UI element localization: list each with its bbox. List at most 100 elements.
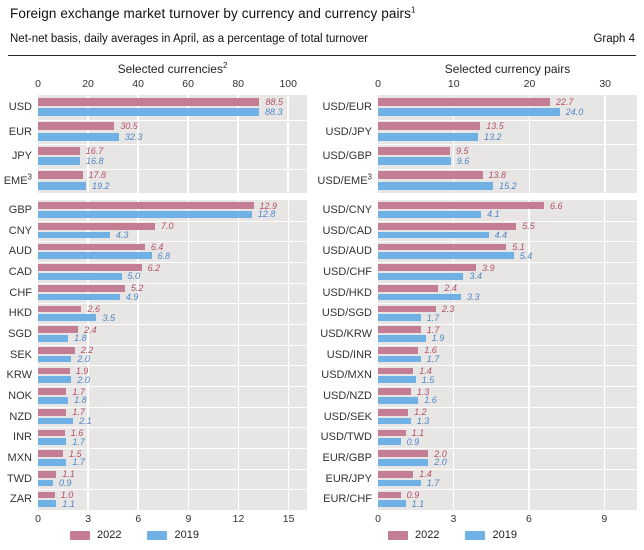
category-label: USD/EUR xyxy=(322,101,372,113)
title-footnote-marker: 1 xyxy=(410,5,416,15)
bar-2022 xyxy=(378,388,411,396)
page-subtitle: Net-net basis, daily averages in April, … xyxy=(10,33,368,45)
category-label: USD/GBP xyxy=(322,150,372,162)
bar-2019 xyxy=(378,335,426,342)
bar-2022 xyxy=(38,429,65,437)
category-label: ZAR xyxy=(10,493,32,506)
page-title-text: Foreign exchange market turnover by curr… xyxy=(10,6,411,21)
row-separator xyxy=(38,241,307,243)
category-label: TWD xyxy=(6,472,32,485)
value-label-2019: 1.8 xyxy=(74,395,87,406)
value-label-2022: 9.5 xyxy=(455,145,469,156)
value-label-2019: 1.1 xyxy=(62,498,75,509)
bar-2019 xyxy=(378,157,451,166)
axis-tick-label: 9 xyxy=(601,513,608,525)
row-separator xyxy=(38,282,307,284)
panel-title-p2: Selected currency pairs xyxy=(444,62,571,76)
bar-2019 xyxy=(38,355,72,363)
legend-label-2022: 2022 xyxy=(97,529,122,541)
value-label-2022: 2.0 xyxy=(434,448,447,459)
bar-2022 xyxy=(378,491,401,499)
value-label-2022: 2.6 xyxy=(87,304,100,315)
row-separator xyxy=(38,489,307,491)
bar-2022 xyxy=(38,223,155,230)
row-separator xyxy=(38,344,307,346)
axis-tick-label: 30 xyxy=(599,78,612,90)
legend-item-2022: 2022 xyxy=(70,529,121,541)
panel-title-p1: Selected currencies2 xyxy=(117,61,228,77)
row-separator xyxy=(378,406,637,408)
value-label-2022: 1.0 xyxy=(60,490,74,501)
value-label-2019: 1.1 xyxy=(411,498,425,509)
bar-2019 xyxy=(38,132,119,141)
value-label-2022: 22.7 xyxy=(555,96,574,107)
category-label: USD/SEK xyxy=(323,410,372,423)
row-separator xyxy=(378,468,637,470)
value-label-2022: 5.5 xyxy=(522,221,535,232)
category-label: USD/SGD xyxy=(321,307,372,320)
value-label-2022: 12.9 xyxy=(259,200,278,211)
value-label-2019: 2.0 xyxy=(77,354,90,365)
axis-tick-label: 3 xyxy=(450,513,457,525)
axis-tick-label: 20 xyxy=(523,78,536,90)
row-separator xyxy=(378,386,637,387)
value-label-2022: 1.7 xyxy=(426,324,440,335)
legend-swatch-2019 xyxy=(465,530,486,540)
axis-tick-label: 60 xyxy=(182,78,194,90)
category-label: SEK xyxy=(9,348,32,361)
value-label-2022: 7.0 xyxy=(160,221,174,232)
value-label-2022: 5.2 xyxy=(130,283,144,294)
row-separator xyxy=(378,144,637,145)
row-separator xyxy=(378,168,637,170)
value-label-2019: 1.5 xyxy=(421,374,435,385)
category-label: USD/HKD xyxy=(322,286,372,299)
axis-tick-label: 80 xyxy=(232,78,245,90)
bar-2019 xyxy=(38,438,67,446)
category-label: USD/EME3 xyxy=(317,171,372,187)
row-separator xyxy=(38,427,307,429)
row-separator xyxy=(38,220,307,222)
bar-2019 xyxy=(38,500,57,508)
bar-2019 xyxy=(38,211,252,218)
bar-2019 xyxy=(378,376,416,384)
bar-2022 xyxy=(378,285,439,292)
axis-tick-label: 15 xyxy=(282,513,295,525)
bar-2019 xyxy=(378,273,464,280)
value-label-2022: 3.9 xyxy=(482,262,495,273)
row-separator xyxy=(38,119,307,121)
value-label-2019: 32.3 xyxy=(124,131,143,142)
category-label: USD/JPY xyxy=(325,125,372,138)
value-label-2019: 6.8 xyxy=(157,250,171,261)
graph-number-label: Graph 4 xyxy=(593,33,635,45)
value-label-2019: 1.3 xyxy=(416,416,430,427)
bar-2022 xyxy=(38,97,260,106)
bar-2019 xyxy=(38,417,74,425)
bar-2019 xyxy=(378,438,401,446)
bar-2019 xyxy=(378,293,461,301)
bar-2022 xyxy=(38,491,55,499)
header-rule xyxy=(8,55,636,56)
value-label-2022: 2.2 xyxy=(80,345,94,356)
value-label-2022: 1.4 xyxy=(419,469,432,480)
bar-2019 xyxy=(378,181,494,190)
bar-2022 xyxy=(378,450,429,458)
legend-swatch-2022 xyxy=(388,530,408,540)
value-label-2019: 1.8 xyxy=(74,333,87,344)
category-label: EME3 xyxy=(3,171,32,187)
legend-swatch-2022 xyxy=(70,530,90,540)
value-label-2019: 2.0 xyxy=(77,374,90,385)
bar-2019 xyxy=(38,157,81,166)
page-title: Foreign exchange market turnover by curr… xyxy=(10,6,416,21)
value-label-2022: 88.5 xyxy=(265,96,283,107)
value-label-2022: 1.3 xyxy=(416,386,430,397)
bar-2022 xyxy=(378,264,477,272)
value-label-2019: 3.4 xyxy=(469,271,482,282)
category-label: NZD xyxy=(9,410,32,423)
legend-item-2019: 2019 xyxy=(147,529,199,541)
bar-2022 xyxy=(378,326,421,334)
value-label-2019: 5.4 xyxy=(519,250,533,261)
value-label-2022: 6.4 xyxy=(150,242,164,253)
value-label-2019: 4.4 xyxy=(494,230,508,241)
gridline xyxy=(187,200,190,510)
gridline xyxy=(137,200,139,510)
